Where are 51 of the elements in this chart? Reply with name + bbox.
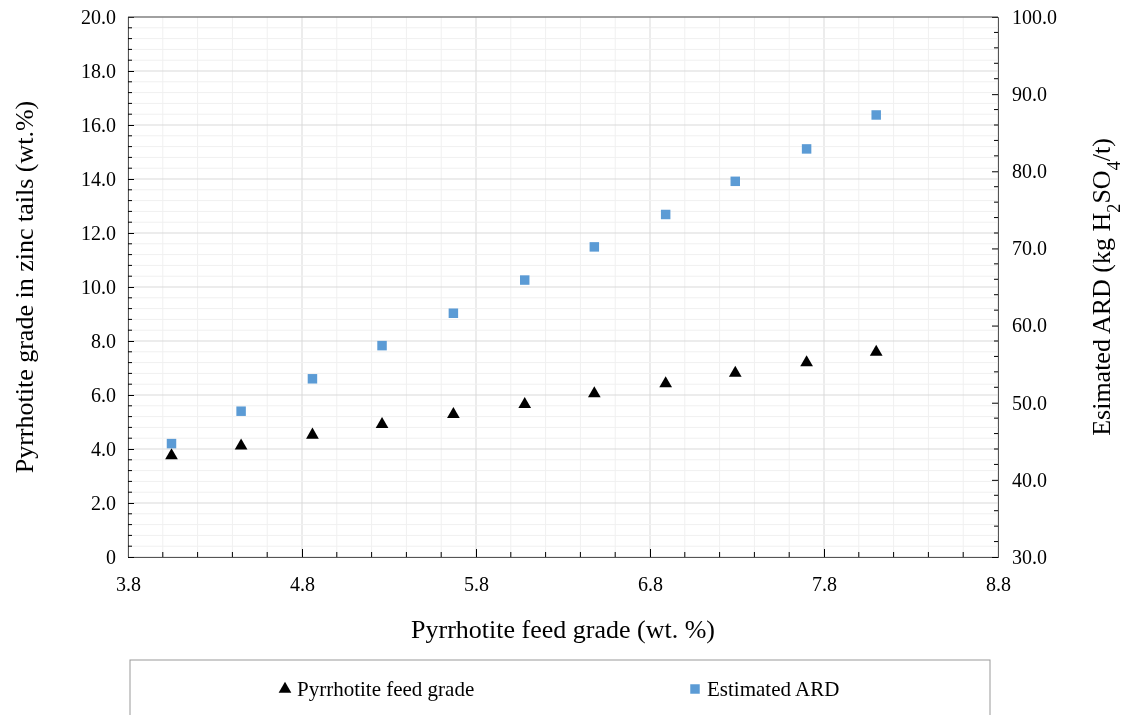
y2-tick-label: 100.0 (1012, 5, 1057, 28)
point (448, 308, 459, 318)
point (801, 144, 812, 154)
point (519, 275, 530, 285)
point (518, 397, 532, 409)
y-tick-label: 0 (106, 545, 116, 568)
point (236, 406, 246, 416)
point (659, 376, 673, 388)
y2-tick-label: 40.0 (1012, 468, 1047, 491)
y-tick-label: 8.0 (91, 329, 116, 352)
point (869, 344, 883, 356)
point (375, 417, 389, 429)
point (728, 365, 742, 377)
y-tick-label: 16.0 (81, 113, 116, 136)
x-tick-label: 6.8 (638, 573, 663, 595)
point (587, 386, 601, 398)
point (306, 427, 319, 439)
y-tick-label: 2.0 (91, 491, 116, 514)
y-tick-label: 18.0 (81, 59, 116, 82)
point (166, 438, 177, 449)
y2-tick-label: 60.0 (1012, 314, 1047, 337)
x-tick-label: 7.8 (812, 573, 837, 595)
y-tick-label: 14.0 (81, 167, 116, 190)
y-tick-label: 4.0 (91, 437, 116, 460)
point (589, 242, 600, 252)
y-tick-label: 6.0 (91, 383, 116, 406)
y2-tick-label: 50.0 (1012, 391, 1047, 414)
point (165, 448, 178, 460)
x-tick-label: 8.8 (986, 573, 1011, 595)
x-axis-title: Pyrrhotite feed grade (wt. %) (411, 615, 715, 644)
point (377, 340, 387, 351)
point (871, 110, 881, 120)
y2-tick-label: 30.0 (1012, 545, 1047, 568)
y2-tick-label: 80.0 (1012, 160, 1047, 183)
legend-label: Pyrrhotite feed grade (297, 677, 475, 701)
y-tick-label: 12.0 (81, 221, 116, 244)
point (234, 438, 248, 450)
x-tick-label: 5.8 (464, 573, 489, 595)
y2-tick-label: 90.0 (1012, 83, 1047, 106)
point (307, 374, 318, 384)
y-tick-label: 20.0 (81, 5, 116, 28)
x-tick-label: 4.8 (290, 573, 315, 595)
y-tick-label: 10.0 (81, 275, 116, 298)
point (730, 176, 740, 187)
y-axis-title: Pyrrhotite grade in zinc tails (wt.%) (10, 100, 39, 474)
y2-tick-label: 70.0 (1012, 237, 1047, 260)
legend-label: Estimated ARD (707, 677, 840, 701)
point (800, 355, 813, 367)
x-tick-label: 3.8 (116, 573, 141, 595)
point (660, 209, 671, 220)
point (447, 407, 460, 419)
